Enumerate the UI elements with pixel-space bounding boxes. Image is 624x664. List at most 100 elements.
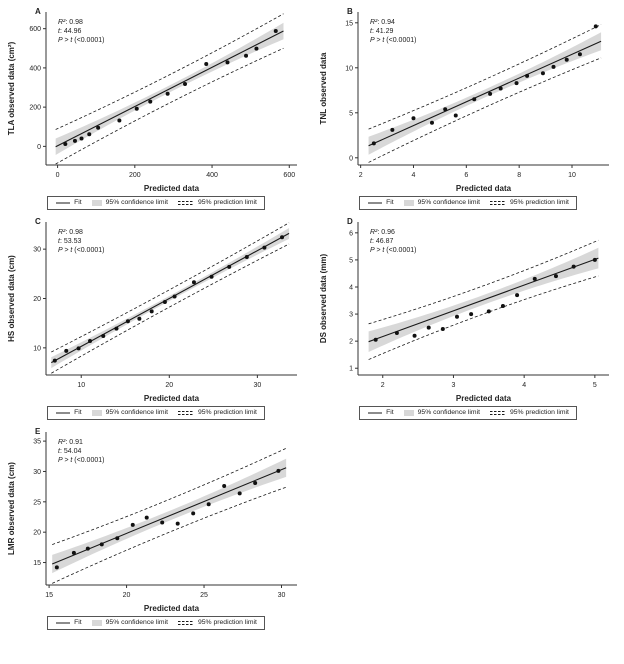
svg-text:0: 0 <box>37 144 41 151</box>
svg-text:t: 44.96: t: 44.96 <box>58 28 81 35</box>
svg-text:P > t (<0.0001): P > t (<0.0001) <box>370 37 416 44</box>
svg-text:3: 3 <box>349 312 353 319</box>
legend-item-prediction: 95% prediction limit <box>489 199 569 207</box>
svg-text:2: 2 <box>359 172 363 179</box>
svg-text:20: 20 <box>33 530 41 537</box>
legend-item-confidence: 95% confidence limit <box>91 199 168 207</box>
confidence-band-icon <box>403 410 414 416</box>
svg-text:6: 6 <box>349 230 353 237</box>
legend-label-prediction: 95% prediction limit <box>197 618 257 626</box>
svg-text:R²: 0.91: R²: 0.91 <box>58 439 83 446</box>
svg-text:30: 30 <box>33 247 41 254</box>
legend-item-fit: Fit <box>55 199 82 207</box>
svg-text:0: 0 <box>349 155 353 162</box>
svg-text:400: 400 <box>29 65 41 72</box>
svg-text:R²: 0.96: R²: 0.96 <box>370 229 395 236</box>
svg-text:C: C <box>35 217 41 226</box>
legend-label-prediction: 95% prediction limit <box>197 408 257 416</box>
svg-text:P > t (<0.0001): P > t (<0.0001) <box>58 457 104 464</box>
svg-text:200: 200 <box>29 105 41 112</box>
legend-box-e: Fit 95% confidence limit 95% prediction … <box>47 616 265 630</box>
prediction-limit-icon <box>177 201 194 205</box>
fit-line-icon <box>368 412 383 414</box>
svg-text:8: 8 <box>517 172 521 179</box>
svg-text:Predicted data: Predicted data <box>144 394 200 403</box>
panel-a: 0 200 400 600 0 200 400 600 Predicted data TLA ob… <box>0 3 312 210</box>
svg-text:Predicted data: Predicted data <box>456 184 512 193</box>
fit-line-icon <box>56 622 71 624</box>
prediction-limit-icon <box>177 621 194 625</box>
svg-text:6: 6 <box>464 172 468 179</box>
svg-text:30: 30 <box>253 382 261 389</box>
svg-text:20: 20 <box>123 592 131 599</box>
svg-text:2: 2 <box>349 339 353 346</box>
legend-label-confidence: 95% confidence limit <box>417 198 480 206</box>
legend-label-confidence: 95% confidence limit <box>105 408 168 416</box>
fit-line-icon <box>368 202 383 204</box>
svg-text:TNL observed data: TNL observed data <box>319 52 328 124</box>
legend-label-fit: Fit <box>74 618 82 626</box>
empty-cell <box>312 423 624 630</box>
legend-box-d: Fit 95% confidence limit 95% prediction … <box>359 406 577 420</box>
svg-text:4: 4 <box>522 382 526 389</box>
scatter-plot-hs: 10 20 30 10 20 30 Predicted data HS observed da… <box>7 217 297 403</box>
svg-text:600: 600 <box>29 26 41 33</box>
panel-b: 2 4 6 8 10 0 5 10 15 Predicted data TNL observed d… <box>312 3 624 210</box>
svg-text:D: D <box>347 217 353 226</box>
confidence-band-icon <box>403 200 414 206</box>
legend-label-confidence: 95% confidence limit <box>105 618 168 626</box>
svg-text:200: 200 <box>129 172 141 179</box>
panel-e: 15 20 25 30 15 20 25 30 35 Predicted data LMR obse… <box>0 423 312 630</box>
legend-item-fit: Fit <box>55 619 82 627</box>
scatter-plot-lmr: 15 20 25 30 15 20 25 30 35 Predicted data LMR obse… <box>7 427 297 613</box>
svg-text:HS observed data (cm): HS observed data (cm) <box>7 255 16 342</box>
legend-item-confidence: 95% confidence limit <box>403 199 480 207</box>
svg-text:E: E <box>35 427 41 436</box>
svg-text:4: 4 <box>349 284 353 291</box>
svg-text:0: 0 <box>56 172 60 179</box>
legend-box-a: Fit 95% confidence limit 95% prediction … <box>47 196 265 210</box>
legend-label-prediction: 95% prediction limit <box>509 198 569 206</box>
svg-text:R²: 0.98: R²: 0.98 <box>58 19 83 26</box>
legend-label-prediction: 95% prediction limit <box>197 198 257 206</box>
fit-line-icon <box>56 412 71 414</box>
svg-text:t: 54.04: t: 54.04 <box>58 448 81 455</box>
svg-text:DS observed data (mm): DS observed data (mm) <box>319 253 328 343</box>
svg-text:30: 30 <box>278 592 286 599</box>
legend-item-confidence: 95% confidence limit <box>403 409 480 417</box>
svg-text:Predicted data: Predicted data <box>144 184 200 193</box>
svg-text:P > t (<0.0001): P > t (<0.0001) <box>58 247 104 254</box>
legend-label-fit: Fit <box>386 198 394 206</box>
svg-text:10: 10 <box>345 65 353 72</box>
scatter-plot-tla: 0 200 400 600 0 200 400 600 Predicted data TLA ob… <box>7 7 297 193</box>
confidence-band-icon <box>91 620 102 626</box>
svg-text:Predicted data: Predicted data <box>144 604 200 613</box>
legend-item-confidence: 95% confidence limit <box>91 409 168 417</box>
prediction-limit-icon <box>489 201 506 205</box>
svg-text:15: 15 <box>33 560 41 567</box>
svg-text:10: 10 <box>33 345 41 352</box>
svg-text:t: 46.87: t: 46.87 <box>370 238 393 245</box>
svg-text:5: 5 <box>349 110 353 117</box>
figure-grid: 0 200 400 600 0 200 400 600 Predicted data TLA ob… <box>0 3 624 630</box>
legend-item-prediction: 95% prediction limit <box>489 409 569 417</box>
svg-text:3: 3 <box>451 382 455 389</box>
legend-label-confidence: 95% confidence limit <box>417 408 480 416</box>
svg-text:2: 2 <box>381 382 385 389</box>
confidence-band-icon <box>91 200 102 206</box>
svg-text:10: 10 <box>568 172 576 179</box>
confidence-band-icon <box>91 410 102 416</box>
legend-item-confidence: 95% confidence limit <box>91 619 168 627</box>
svg-text:15: 15 <box>345 20 353 27</box>
svg-text:R²: 0.98: R²: 0.98 <box>58 229 83 236</box>
svg-text:5: 5 <box>593 382 597 389</box>
legend-box-c: Fit 95% confidence limit 95% prediction … <box>47 406 265 420</box>
legend-item-fit: Fit <box>55 409 82 417</box>
svg-text:1: 1 <box>349 366 353 373</box>
prediction-limit-icon <box>177 411 194 415</box>
svg-text:10: 10 <box>77 382 85 389</box>
legend-item-prediction: 95% prediction limit <box>177 199 257 207</box>
legend-item-fit: Fit <box>367 409 394 417</box>
svg-text:A: A <box>35 7 41 16</box>
legend-label-fit: Fit <box>74 198 82 206</box>
